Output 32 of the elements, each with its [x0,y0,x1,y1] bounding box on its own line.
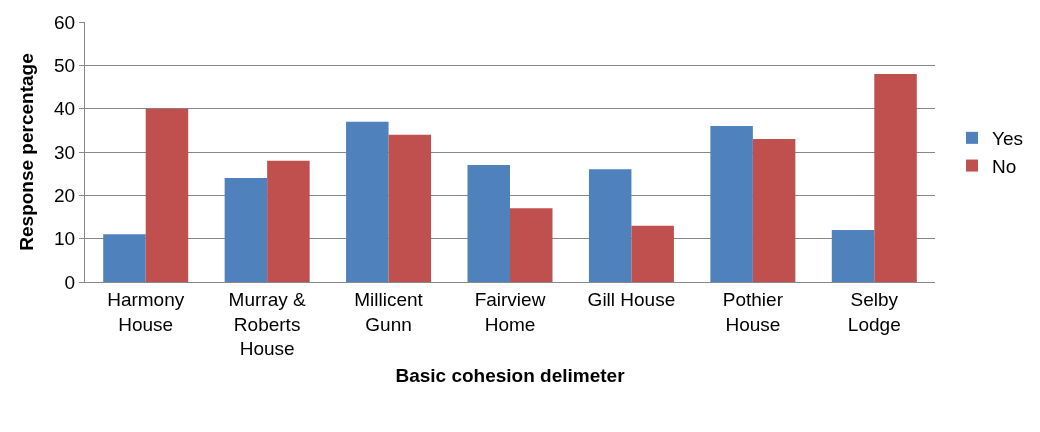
bar [831,230,875,282]
y-tick-label: 10 [54,228,76,250]
bar [224,178,268,282]
y-tick-label: 60 [54,11,76,33]
y-tick-label: 20 [54,184,76,206]
x-tick-label: Fairview Home [474,288,546,335]
x-axis-title: Basic cohesion delimeter [395,365,626,386]
x-tick-label: Gill House [587,288,676,310]
x-tick-label: Millicent Gunn [354,288,424,335]
legend-label: No [992,155,1017,177]
bar [510,208,553,282]
bar [631,225,674,282]
y-tick-label: 50 [54,54,76,76]
y-tick-label: 30 [54,141,76,163]
y-tick-label: 0 [64,271,76,293]
bar [346,121,389,282]
bar [388,134,432,282]
y-tick-label: 40 [54,98,76,120]
bar [588,169,632,282]
x-tick-label: Selby Lodge [847,288,901,335]
bar [103,234,146,282]
x-tick-label: Murray & Roberts House [228,288,306,360]
bar [467,165,510,282]
legend-label: Yes [992,128,1023,150]
x-tick-label: Harmony House [107,288,185,335]
bar [752,139,796,282]
bar [874,74,917,282]
y-axis-title: Response percentage [15,53,37,251]
bar [145,108,189,282]
bar [267,160,310,282]
bar [710,126,753,282]
x-tick-label: Pothier House [722,288,784,335]
